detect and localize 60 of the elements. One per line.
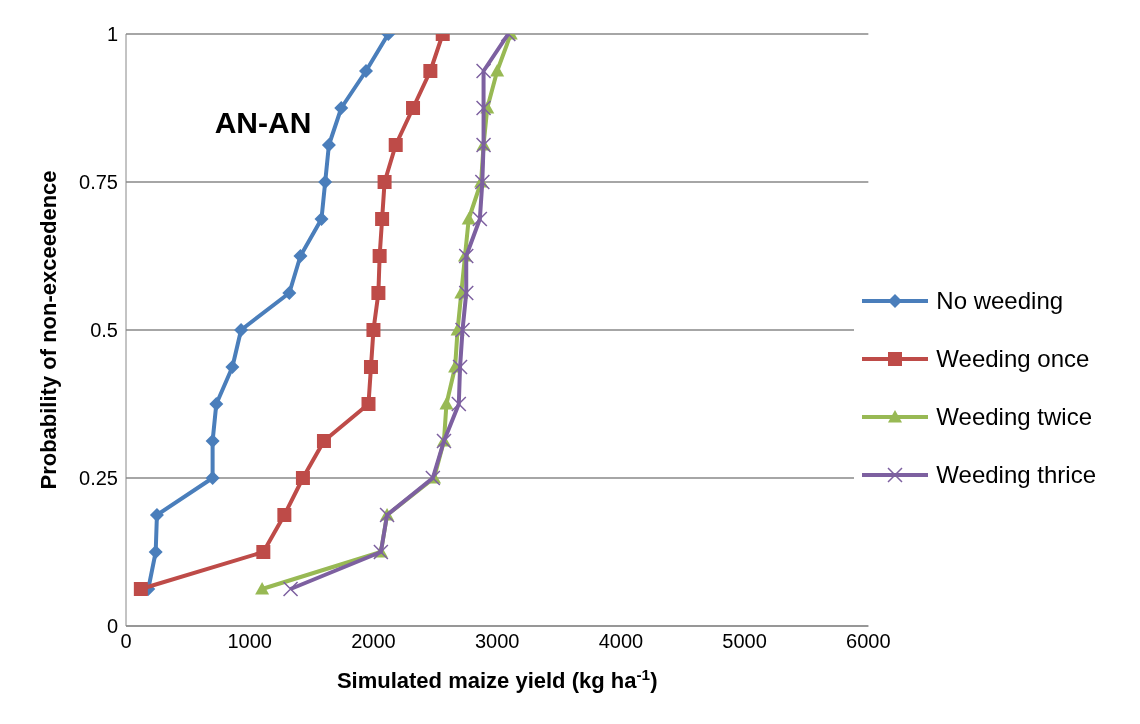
point — [205, 471, 220, 485]
point — [439, 397, 454, 410]
point — [277, 508, 292, 522]
y-tick-label: 0.75 — [79, 171, 118, 194]
point — [316, 434, 331, 448]
x-tick-label: 2000 — [351, 630, 396, 653]
point — [377, 175, 392, 189]
point — [406, 101, 421, 115]
point — [133, 582, 148, 596]
point — [225, 360, 240, 374]
x-tick-label: 3000 — [474, 630, 520, 653]
point — [490, 64, 505, 77]
point — [361, 397, 376, 411]
point — [371, 286, 386, 300]
point — [472, 211, 488, 227]
x-axis-title: Simulated maize yield (kg ha$^{-1}$) — [336, 665, 658, 693]
legend-label: Weeding twice — [936, 403, 1092, 431]
point — [282, 286, 297, 300]
y-axis-title: Probability of non-exceedence — [35, 170, 61, 490]
point — [295, 471, 310, 485]
point — [293, 249, 308, 263]
x-tick-label: 6000 — [846, 630, 891, 653]
legend-label: Weeding thrice — [936, 461, 1096, 489]
x-tick-label: 1000 — [227, 630, 272, 653]
y-tick-label: 0.25 — [79, 467, 118, 490]
point — [452, 359, 468, 375]
point — [209, 397, 224, 411]
point — [255, 582, 270, 595]
legend-label: Weeding once — [936, 345, 1090, 373]
y-tick-label: 0.5 — [90, 319, 118, 342]
y-tick-label: 0 — [106, 615, 118, 638]
point — [205, 434, 220, 448]
point — [451, 396, 467, 412]
point — [234, 323, 249, 337]
point — [372, 249, 387, 263]
y-tick-label: 1 — [106, 23, 118, 46]
point — [458, 285, 474, 301]
point — [149, 508, 164, 522]
x-tick-label: 0 — [120, 630, 132, 653]
point — [388, 138, 403, 152]
point — [318, 175, 333, 189]
point — [454, 322, 471, 338]
point — [334, 101, 349, 115]
point — [375, 212, 390, 226]
point — [321, 138, 336, 152]
x-tick-label: 4000 — [598, 630, 644, 653]
point — [282, 581, 299, 597]
point — [359, 64, 374, 78]
point — [363, 360, 378, 374]
point — [148, 545, 163, 559]
annotation: AN-AN — [214, 106, 312, 139]
point — [366, 323, 381, 337]
point — [256, 545, 271, 559]
point — [461, 212, 476, 225]
x-tick-label: 5000 — [722, 630, 767, 653]
point — [475, 63, 492, 79]
point — [475, 100, 492, 116]
point — [423, 64, 438, 78]
point — [314, 212, 329, 226]
legend-label: No weeding — [936, 287, 1064, 315]
